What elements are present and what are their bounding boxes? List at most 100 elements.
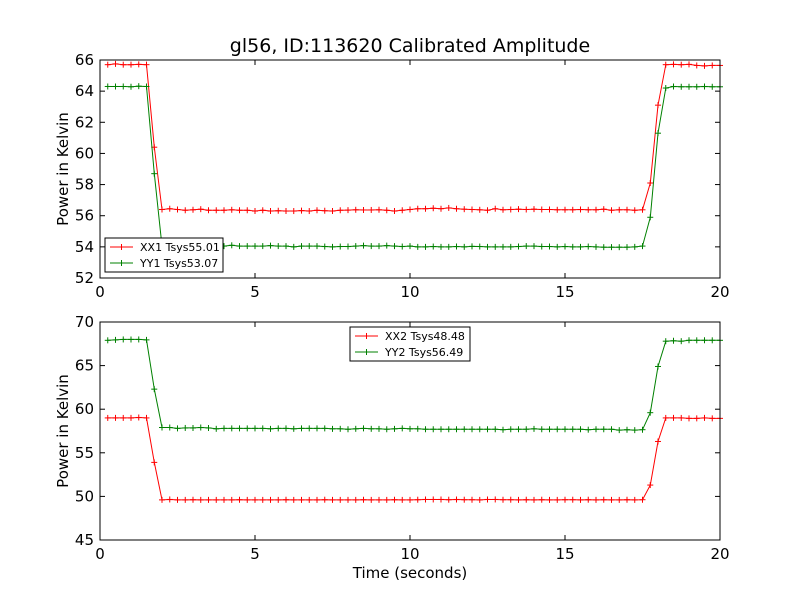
bottom-data-point xyxy=(523,426,530,433)
top-data-point xyxy=(461,206,468,213)
bottom-y-tick-label: 65 xyxy=(75,357,94,375)
top-data-point xyxy=(670,61,677,68)
top-data-point xyxy=(631,207,638,214)
top-data-point xyxy=(554,206,561,213)
top-data-point xyxy=(538,243,545,250)
bottom-data-point xyxy=(143,336,150,343)
top-data-point xyxy=(562,243,568,250)
bottom-data-point xyxy=(182,424,189,431)
bottom-data-point xyxy=(569,496,576,503)
bottom-data-point xyxy=(507,426,514,433)
top-data-point xyxy=(507,206,514,213)
top-data-point xyxy=(701,62,708,69)
bottom-data-point xyxy=(228,425,235,432)
top-data-point xyxy=(236,207,243,214)
bottom-data-point xyxy=(267,425,274,432)
top-data-point xyxy=(662,61,669,68)
bottom-data-point xyxy=(290,425,297,432)
top-data-point xyxy=(104,83,111,90)
top-data-point xyxy=(500,243,506,250)
bottom-data-point xyxy=(608,426,615,433)
bottom-data-point xyxy=(492,496,499,503)
bottom-data-point xyxy=(476,496,483,503)
bottom-data-point xyxy=(259,425,266,432)
top-data-point xyxy=(259,207,266,214)
bottom-data-point xyxy=(352,496,359,503)
top-data-point xyxy=(407,243,413,250)
bottom-data-point xyxy=(104,337,111,344)
top-data-point xyxy=(569,206,576,213)
top-data-point xyxy=(112,60,119,67)
bottom-data-point xyxy=(438,496,444,503)
bottom-series-layer xyxy=(104,336,723,503)
bottom-data-point xyxy=(213,425,220,432)
bottom-data-point xyxy=(267,496,274,503)
bottom-data-point xyxy=(329,496,336,503)
top-data-point xyxy=(678,61,685,68)
top-data-point xyxy=(608,244,615,251)
top-legend-label: XX1 Tsys55.01 xyxy=(140,241,220,254)
bottom-data-point xyxy=(190,496,196,503)
top-data-point xyxy=(600,244,607,251)
bottom-data-point xyxy=(531,425,537,432)
bottom-data-point xyxy=(360,496,367,503)
bottom-data-point xyxy=(693,337,700,344)
top-data-point xyxy=(461,243,468,250)
bottom-legend-label: XX2 Tsys48.48 xyxy=(385,330,465,343)
top-data-point xyxy=(608,207,615,214)
top-series-line-2 xyxy=(107,85,720,248)
top-data-point xyxy=(631,243,638,250)
bottom-data-point xyxy=(430,426,437,433)
top-data-point xyxy=(190,206,196,213)
top-data-point xyxy=(228,242,235,249)
top-data-point xyxy=(360,206,367,213)
bottom-data-point xyxy=(329,425,336,432)
bottom-data-point xyxy=(221,496,227,503)
top-data-point xyxy=(515,243,522,250)
bottom-data-point xyxy=(376,425,382,432)
top-data-point xyxy=(128,61,134,68)
top-data-point xyxy=(267,208,274,215)
top-data-point xyxy=(639,243,646,250)
bottom-data-point xyxy=(205,424,212,431)
top-x-tick-label: 20 xyxy=(710,283,729,301)
top-data-point xyxy=(686,83,692,90)
bottom-data-point xyxy=(414,425,421,432)
top-data-point xyxy=(112,83,119,90)
top-y-tick-label: 60 xyxy=(75,144,94,162)
bottom-data-point xyxy=(314,496,320,503)
bottom-data-point xyxy=(554,426,561,433)
bottom-data-point xyxy=(383,426,390,433)
bottom-data-point xyxy=(383,496,390,503)
bottom-data-point xyxy=(546,426,553,433)
top-data-point xyxy=(422,205,429,212)
bottom-data-point xyxy=(399,425,406,432)
top-data-point xyxy=(639,206,646,213)
bottom-data-point xyxy=(120,414,127,421)
top-y-tick-label: 56 xyxy=(75,207,94,225)
top-data-point xyxy=(368,243,375,250)
bottom-data-point xyxy=(515,426,522,433)
top-data-point xyxy=(647,214,654,221)
top-ticks-layer: 0 5 10 15 20 52 54 56 58 60 62 64 66 xyxy=(75,51,730,301)
bottom-data-point xyxy=(368,425,375,432)
bottom-data-point xyxy=(197,424,204,431)
bottom-data-point xyxy=(500,496,506,503)
top-data-point xyxy=(655,130,661,137)
top-data-point xyxy=(244,207,251,214)
top-data-point xyxy=(283,208,289,215)
bottom-ticks-layer: 0 5 10 15 20 45 50 55 60 65 70 xyxy=(75,313,730,563)
top-legend-entry: YY1 Tsys53.07 xyxy=(110,257,218,270)
top-legend-entry: XX1 Tsys55.01 xyxy=(110,241,220,254)
bottom-data-point xyxy=(259,496,266,503)
bottom-legend: XX2 Tsys48.48 YY2 Tsys56.49 xyxy=(349,326,471,362)
top-data-point xyxy=(585,206,592,213)
top-data-point xyxy=(197,206,204,213)
bottom-data-point xyxy=(306,496,313,503)
bottom-data-point xyxy=(639,496,646,503)
bottom-data-point xyxy=(391,496,398,503)
bottom-data-point xyxy=(484,496,491,503)
bottom-data-point xyxy=(430,496,437,503)
top-data-point xyxy=(352,243,359,250)
bottom-data-point xyxy=(283,496,289,503)
